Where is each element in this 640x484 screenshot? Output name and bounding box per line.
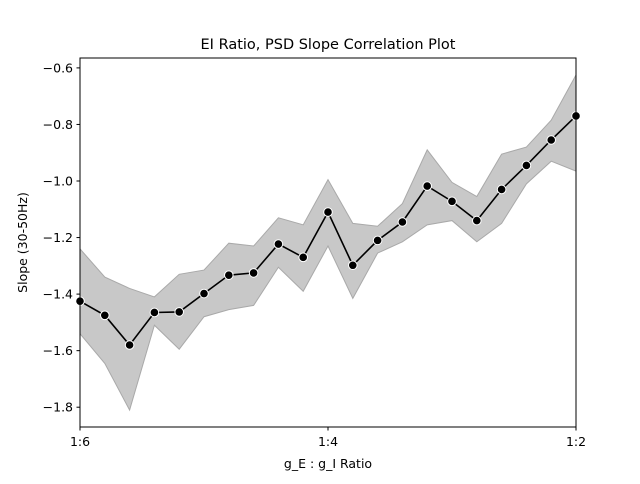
confidence-band bbox=[79, 74, 577, 412]
data-point bbox=[174, 307, 184, 317]
x-axis-label: g_E : g_I Ratio bbox=[284, 456, 372, 471]
y-axis-label: Slope (30-50Hz) bbox=[15, 192, 30, 293]
data-point bbox=[199, 288, 209, 299]
data-point bbox=[372, 235, 383, 246]
data-point bbox=[100, 310, 110, 321]
data-point bbox=[397, 217, 408, 227]
y-tick-label: −1.6 bbox=[43, 343, 73, 358]
data-point bbox=[323, 207, 333, 217]
data-point bbox=[248, 268, 259, 278]
data-point bbox=[298, 252, 309, 263]
data-point bbox=[224, 270, 234, 280]
y-tick-label: −1.2 bbox=[43, 230, 73, 245]
y-tick-label: −1.0 bbox=[43, 174, 73, 189]
data-point bbox=[348, 260, 358, 271]
x-tick-label: 1:6 bbox=[70, 434, 90, 449]
x-tick-label: 1:2 bbox=[566, 434, 586, 449]
y-tick-label: −1.8 bbox=[43, 400, 73, 415]
axes: −0.6 −0.8 −1.0 −1.2 −1.4 −1.6 −1.8 1:6 1:4 1:2 bbox=[43, 60, 586, 449]
data-point bbox=[149, 307, 160, 318]
x-tick-label: 1:4 bbox=[318, 434, 338, 449]
data-point bbox=[521, 160, 532, 171]
chart-title: EI Ratio, PSD Slope Correlation Plot bbox=[201, 37, 456, 53]
data-point bbox=[496, 184, 507, 195]
y-tick-label: −0.8 bbox=[43, 117, 73, 132]
plot-area bbox=[75, 74, 581, 412]
data-point bbox=[447, 196, 457, 207]
data-point bbox=[472, 215, 482, 226]
data-point bbox=[273, 239, 284, 249]
data-point bbox=[546, 135, 557, 145]
y-tick-label: −0.6 bbox=[43, 60, 73, 75]
data-point bbox=[422, 181, 433, 191]
data-point bbox=[124, 340, 135, 350]
y-tick-label: −1.4 bbox=[43, 287, 73, 302]
